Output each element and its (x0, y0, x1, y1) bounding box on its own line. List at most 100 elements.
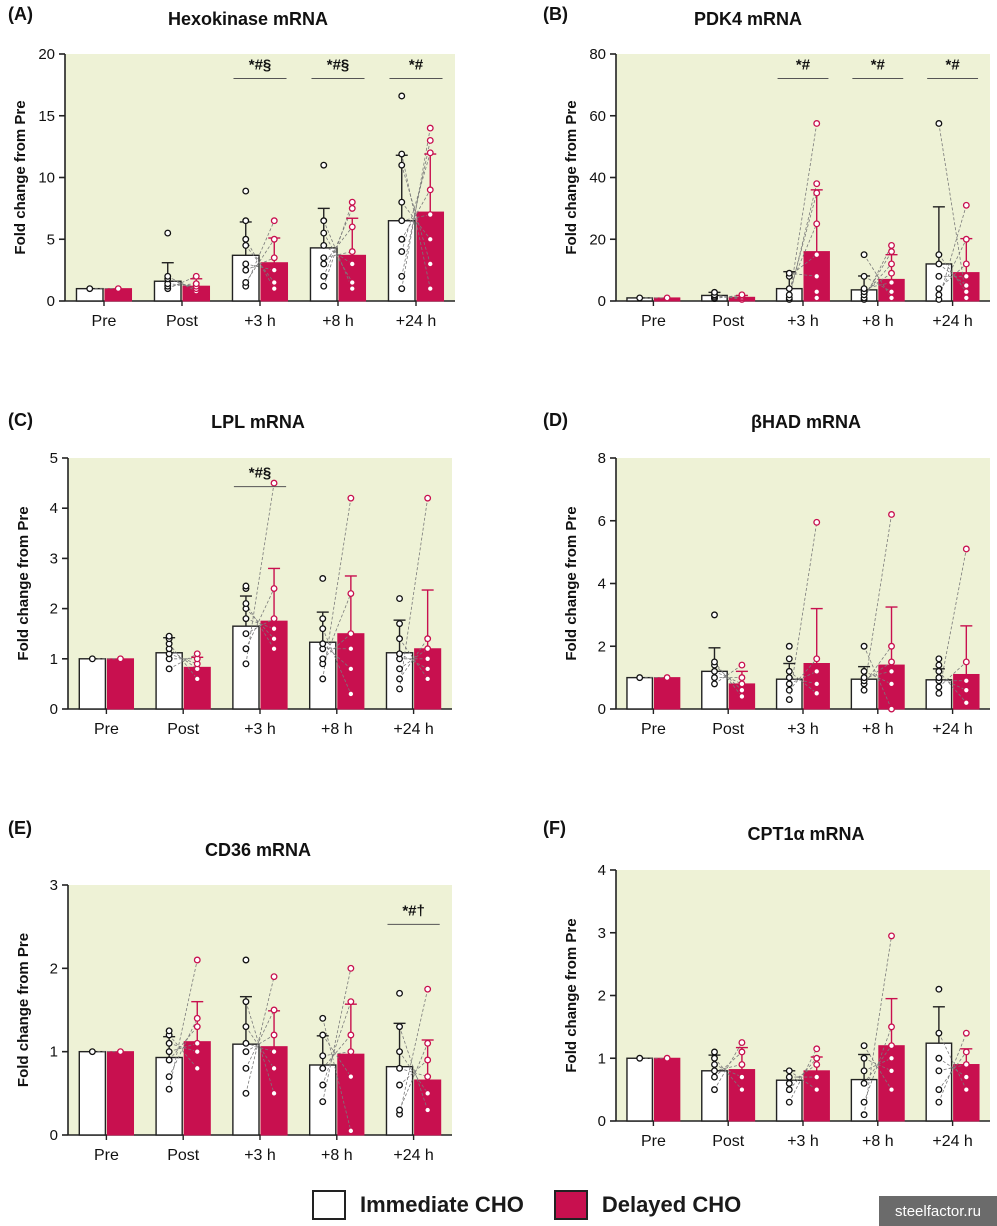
point-immediate (242, 582, 250, 590)
y-tick-label: 0 (598, 1113, 606, 1130)
panel-label: (B) (543, 4, 568, 24)
point-delayed (426, 235, 434, 243)
paired-line (863, 646, 892, 710)
point-immediate (396, 1064, 403, 1072)
paired-line (245, 1001, 275, 1094)
point-immediate (242, 279, 250, 286)
point-delayed (738, 674, 746, 682)
point-immediate (319, 575, 327, 582)
point-delayed (192, 280, 200, 288)
y-axis-label: Fold change from Pre (12, 100, 29, 254)
panel-a: (A) Hexokinase mRNA Fold change from Pre 0 5… (8, 4, 455, 330)
paired-line (714, 1042, 743, 1090)
paired-line (322, 628, 352, 695)
point-immediate (396, 650, 403, 658)
point-immediate (785, 686, 793, 694)
paired-line (322, 498, 352, 679)
paired-line (789, 1064, 817, 1084)
point-immediate (398, 92, 406, 100)
point-immediate (935, 1054, 943, 1062)
paired-line (399, 653, 428, 670)
point-delayed (888, 288, 895, 296)
plot-area (616, 458, 990, 709)
point-immediate (242, 998, 250, 1006)
paired-line (938, 1032, 967, 1090)
paired-line (938, 671, 967, 703)
point-immediate (935, 655, 943, 663)
paired-line (323, 220, 353, 289)
x-tick-label: Pre (94, 1147, 119, 1164)
paired-line (399, 1043, 429, 1111)
point-immediate (242, 600, 250, 608)
paired-line (399, 989, 429, 1115)
point-immediate (636, 294, 644, 302)
paired-line (245, 976, 275, 1094)
point-delayed (270, 1031, 278, 1039)
point-immediate (319, 1052, 327, 1060)
point-delayed (270, 479, 278, 487)
point-immediate (242, 1023, 250, 1031)
point-immediate (860, 1111, 868, 1119)
point-delayed (424, 665, 432, 673)
point-delayed (962, 1048, 970, 1056)
point-delayed (813, 180, 821, 188)
point-immediate (319, 1031, 327, 1039)
point-immediate (396, 989, 403, 997)
point-delayed (117, 655, 124, 663)
paired-line (245, 1034, 275, 1053)
point-delayed (663, 674, 671, 682)
point-delayed (193, 675, 201, 683)
panel-f: (F) CPT1α mRNA Fold change from Pre 0 1 2 3 4 Pr… (543, 818, 990, 1150)
point-immediate (860, 285, 868, 293)
point-immediate (320, 282, 328, 290)
x-tick-label: Pre (92, 313, 117, 330)
paired-line (168, 648, 198, 670)
x-tick-label: +8 h (862, 313, 894, 330)
point-immediate (319, 675, 327, 683)
x-tick-label: +3 h (244, 313, 276, 330)
point-delayed (962, 658, 970, 666)
y-tick-label: 1 (50, 1044, 58, 1061)
x-tick-label: Pre (641, 1133, 666, 1150)
point-delayed (424, 655, 432, 663)
paired-line (399, 1059, 428, 1086)
point-delayed (193, 1048, 201, 1056)
point-immediate (935, 1067, 943, 1075)
y-axis-label: Fold change from Pre (563, 100, 580, 254)
point-delayed (813, 1086, 821, 1094)
point-delayed (962, 1086, 970, 1094)
bar-delayed (653, 1057, 681, 1122)
paired-line (399, 498, 429, 689)
point-delayed (962, 1073, 970, 1081)
point-immediate (785, 291, 793, 299)
point-delayed (888, 667, 895, 675)
point-immediate (935, 1086, 943, 1094)
paired-line (245, 1009, 275, 1069)
paired-line (789, 1070, 817, 1090)
point-delayed (426, 186, 434, 194)
point-immediate (165, 1048, 173, 1056)
point-delayed (663, 294, 671, 302)
chart-title: CD36 mRNA (205, 840, 311, 860)
point-immediate (396, 595, 403, 603)
paired-line (401, 165, 431, 265)
point-immediate (860, 1067, 868, 1075)
point-immediate (935, 260, 943, 268)
point-immediate (396, 1081, 403, 1089)
paired-line (168, 643, 198, 680)
point-delayed (888, 248, 895, 256)
point-immediate (319, 1014, 327, 1022)
point-delayed (888, 1042, 895, 1050)
point-delayed (888, 279, 895, 286)
point-delayed (193, 1064, 201, 1072)
point-delayed (193, 1023, 201, 1031)
paired-line (714, 664, 743, 685)
paired-line (322, 1034, 352, 1069)
bar-delayed (183, 1041, 211, 1136)
point-immediate (935, 272, 943, 280)
plot-area (616, 54, 990, 301)
significance-marker: *#§ (249, 57, 272, 74)
point-delayed (114, 285, 122, 293)
point-delayed (424, 1056, 432, 1064)
